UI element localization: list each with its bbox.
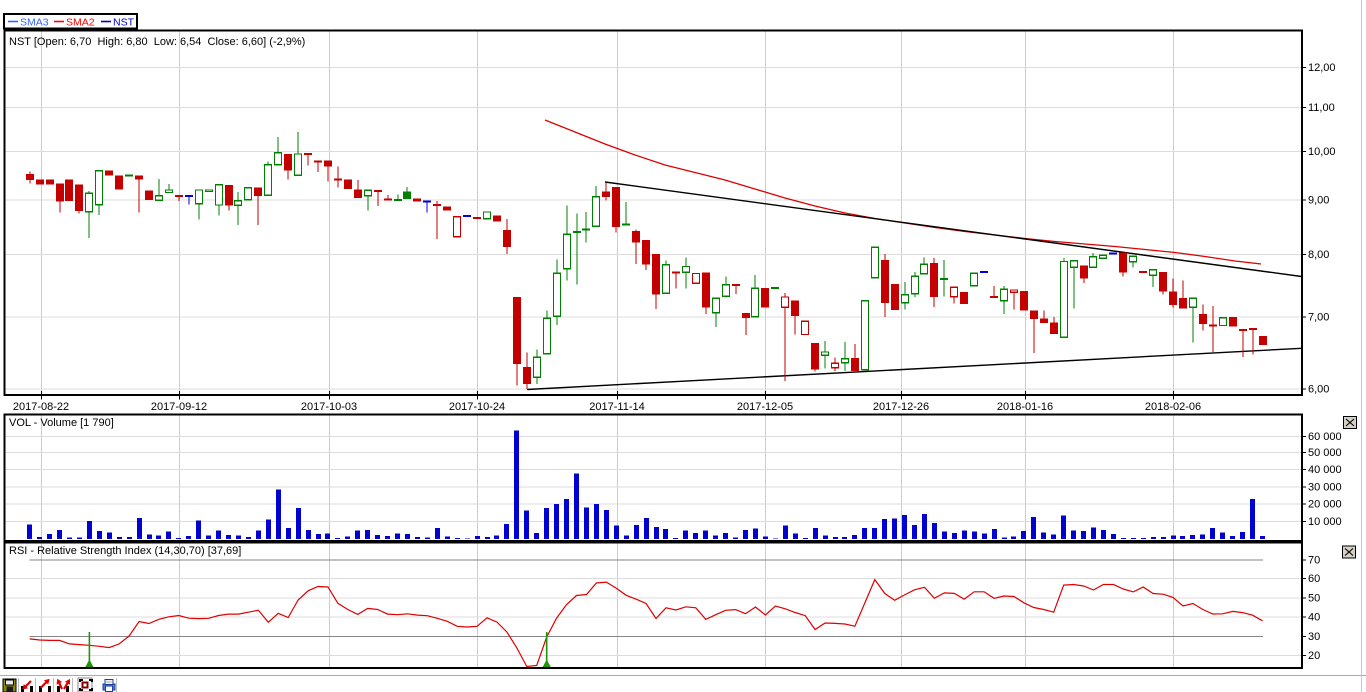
svg-text:SMA3: SMA3 [20, 17, 49, 29]
svg-text:40 000: 40 000 [1308, 464, 1342, 476]
svg-text:NST: NST [113, 17, 135, 29]
svg-text:60: 60 [1308, 573, 1320, 585]
svg-text:20 000: 20 000 [1308, 499, 1342, 511]
svg-text:2017-10-03: 2017-10-03 [301, 401, 357, 413]
svg-text:VOL - Volume [1 790]: VOL - Volume [1 790] [9, 417, 114, 429]
svg-text:7,00: 7,00 [1308, 312, 1329, 324]
svg-text:11,00: 11,00 [1308, 102, 1335, 114]
svg-text:40: 40 [1308, 611, 1320, 623]
svg-text:10 000: 10 000 [1308, 516, 1342, 528]
svg-text:2017-11-14: 2017-11-14 [589, 401, 644, 413]
svg-text:50: 50 [1308, 592, 1320, 604]
svg-text:12,00: 12,00 [1308, 62, 1336, 74]
svg-text:20: 20 [1308, 650, 1320, 662]
svg-text:2017-08-22: 2017-08-22 [13, 401, 69, 413]
svg-text:2017-12-05: 2017-12-05 [737, 401, 793, 413]
svg-text:RSI - Relative Strength Index: RSI - Relative Strength Index (14,30,70)… [9, 545, 241, 557]
svg-text:30: 30 [1308, 631, 1320, 643]
svg-text:2017-12-26: 2017-12-26 [873, 401, 929, 413]
svg-text:10,00: 10,00 [1308, 146, 1336, 158]
svg-text:6,00: 6,00 [1308, 383, 1329, 395]
svg-text:50 000: 50 000 [1308, 447, 1342, 459]
svg-text:2018-01-16: 2018-01-16 [997, 401, 1053, 413]
svg-text:SMA2: SMA2 [66, 17, 95, 29]
svg-text:9,00: 9,00 [1308, 195, 1329, 207]
svg-text:2017-09-12: 2017-09-12 [151, 401, 207, 413]
svg-text:70: 70 [1308, 554, 1320, 566]
svg-text:2018-02-06: 2018-02-06 [1145, 401, 1201, 413]
svg-text:2017-10-24: 2017-10-24 [449, 401, 505, 413]
svg-text:60 000: 60 000 [1308, 431, 1342, 443]
svg-text:30 000: 30 000 [1308, 481, 1342, 493]
svg-text:8,00: 8,00 [1308, 249, 1329, 261]
svg-text:NST [Open: 6,70 High: 6,80 L: NST [Open: 6,70 High: 6,80 Low: 6,54 Clo… [9, 36, 305, 48]
